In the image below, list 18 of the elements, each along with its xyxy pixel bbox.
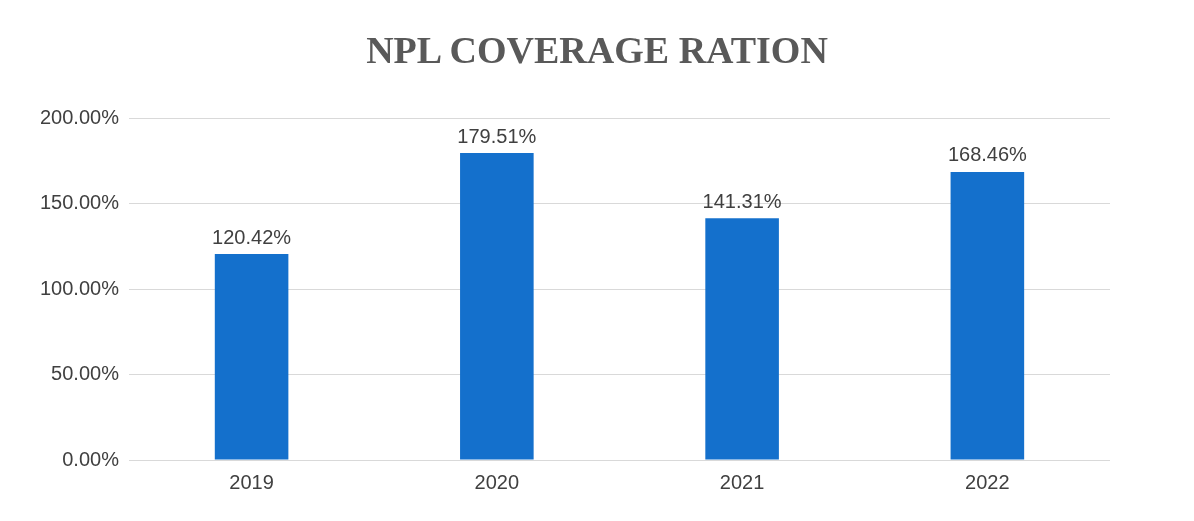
chart-title: NPL COVERAGE RATION [365,28,829,73]
y-tick-label: 150.00% [39,191,120,214]
bar [705,218,779,460]
x-tick-label: 2021 [719,470,765,493]
bar [460,153,534,460]
y-tick-label: 100.00% [39,276,120,299]
y-tick-label: 0.00% [62,447,120,470]
x-tick-label: 2019 [229,470,274,493]
data-label: 120.42% [212,225,292,248]
x-tick-label: 2022 [965,470,1010,493]
y-tick-label: 200.00% [39,105,120,128]
data-label: 168.46% [947,143,1028,166]
bar [214,254,289,460]
bar [950,171,1025,460]
data-label: 179.51% [457,124,537,147]
data-label: 141.31% [702,189,782,212]
x-tick-label: 2020 [474,470,520,493]
y-tick-label: 50.00% [51,362,120,385]
